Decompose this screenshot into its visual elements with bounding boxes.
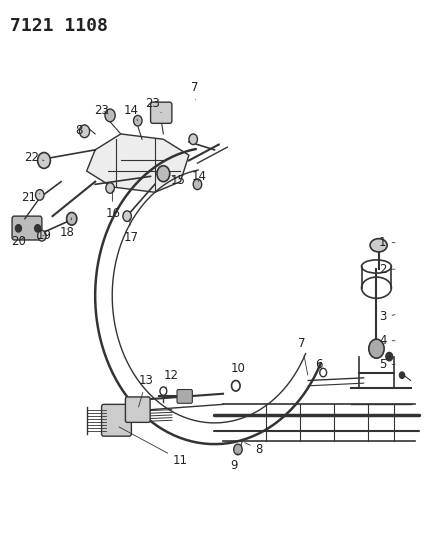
Text: 7: 7 (298, 337, 308, 375)
Text: 7: 7 (191, 81, 198, 100)
Circle shape (79, 125, 90, 138)
Circle shape (133, 115, 142, 126)
FancyBboxPatch shape (177, 390, 192, 403)
Circle shape (36, 190, 44, 200)
Circle shape (15, 224, 21, 232)
Text: 3: 3 (379, 310, 395, 324)
Text: 15: 15 (171, 174, 186, 187)
Text: 5: 5 (379, 358, 395, 371)
Circle shape (106, 183, 115, 193)
Text: 20: 20 (11, 235, 26, 247)
Circle shape (38, 230, 46, 241)
Ellipse shape (370, 239, 387, 252)
Circle shape (38, 152, 50, 168)
FancyBboxPatch shape (102, 405, 131, 436)
Text: 7121 1108: 7121 1108 (10, 17, 108, 35)
Circle shape (123, 211, 131, 221)
Circle shape (232, 381, 240, 391)
Circle shape (193, 179, 202, 190)
Circle shape (157, 166, 170, 182)
Text: 10: 10 (230, 362, 245, 381)
Text: 23: 23 (145, 96, 161, 113)
Circle shape (35, 224, 41, 232)
FancyBboxPatch shape (151, 102, 172, 123)
Text: 2: 2 (379, 263, 395, 276)
Text: 13: 13 (139, 374, 154, 407)
Text: 9: 9 (230, 453, 238, 472)
Circle shape (66, 213, 77, 225)
Circle shape (234, 444, 242, 455)
Text: 8: 8 (245, 442, 263, 456)
Text: 22: 22 (24, 151, 44, 164)
Circle shape (105, 109, 115, 122)
Text: 17: 17 (124, 219, 139, 244)
Text: 14: 14 (124, 103, 139, 120)
Text: 14: 14 (191, 170, 206, 183)
FancyBboxPatch shape (125, 397, 150, 422)
Text: 21: 21 (21, 191, 40, 204)
Circle shape (160, 387, 167, 395)
Text: 18: 18 (60, 217, 75, 239)
Text: 1: 1 (379, 236, 395, 249)
Text: 4: 4 (379, 334, 395, 347)
Circle shape (386, 352, 393, 361)
Circle shape (399, 372, 405, 378)
Circle shape (320, 368, 326, 377)
Circle shape (369, 339, 384, 358)
FancyBboxPatch shape (12, 216, 42, 240)
Text: 12: 12 (163, 369, 178, 389)
Circle shape (189, 134, 197, 144)
Polygon shape (87, 134, 189, 192)
Text: 19: 19 (36, 229, 51, 242)
Text: 8: 8 (76, 124, 83, 138)
Text: 11: 11 (119, 427, 188, 466)
Text: 16: 16 (106, 191, 121, 220)
Text: 6: 6 (315, 358, 323, 371)
Text: 23: 23 (94, 103, 109, 117)
